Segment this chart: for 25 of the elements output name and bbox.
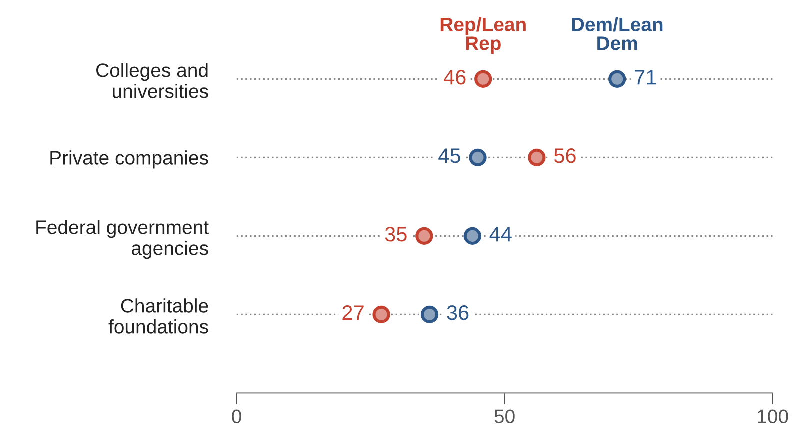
y-tick-label: Private companies xyxy=(50,150,208,169)
data-label: 45 xyxy=(438,148,460,164)
data-label: 71 xyxy=(635,70,656,85)
point xyxy=(474,70,492,88)
point xyxy=(420,306,439,324)
data-label: 56 xyxy=(554,148,576,164)
point xyxy=(469,148,487,166)
data-label: 46 xyxy=(444,70,466,85)
x-tick-label: 100 xyxy=(758,410,788,424)
x-tick-label: 0 xyxy=(232,410,242,424)
point xyxy=(464,227,482,246)
series-label: Rep/Lean Rep xyxy=(440,17,526,54)
data-label: 44 xyxy=(490,227,512,242)
series-label: Dem/Lean Dem xyxy=(572,17,663,50)
point xyxy=(528,148,546,166)
y-tick-label: Colleges and universities xyxy=(96,63,208,98)
x-tick-label: 50 xyxy=(494,410,515,424)
y-tick-label: Charitable foundations xyxy=(108,298,208,334)
point xyxy=(608,70,626,88)
point xyxy=(372,306,390,324)
y-tick-label: Federal government agencies xyxy=(36,220,209,260)
data-label: 27 xyxy=(342,306,364,320)
point xyxy=(416,227,434,246)
data-label: 36 xyxy=(447,306,469,320)
data-label: 35 xyxy=(385,227,407,242)
